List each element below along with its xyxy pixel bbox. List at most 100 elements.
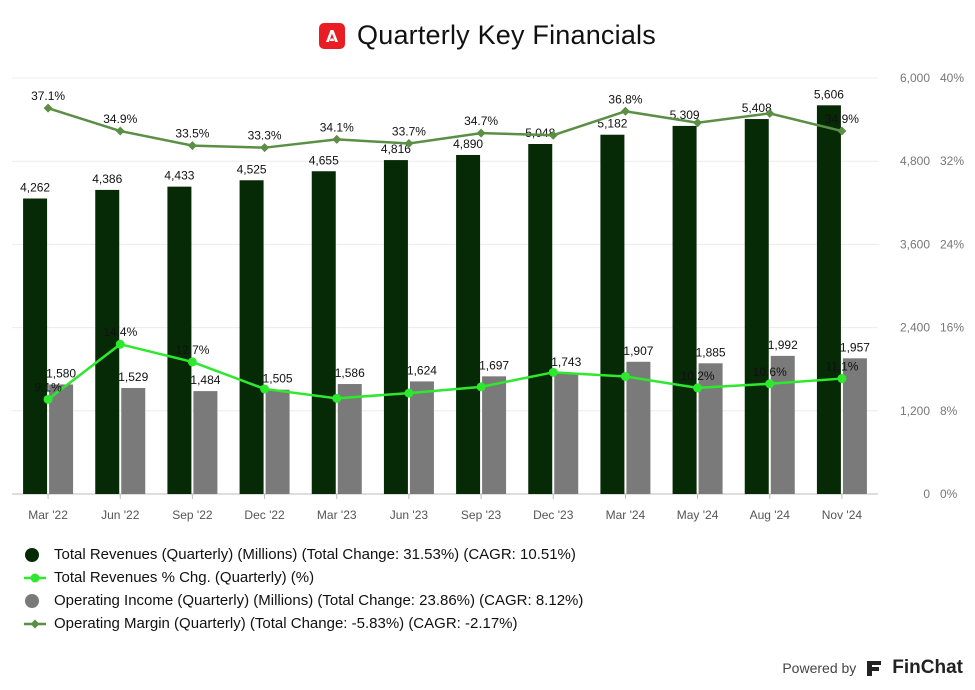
revenue-data-label: 4,890 bbox=[453, 137, 483, 151]
legend-item[interactable]: Operating Margin (Quarterly) (Total Chan… bbox=[24, 612, 583, 635]
revenue-data-label: 5,408 bbox=[742, 101, 772, 115]
revenue-growth-line bbox=[47, 342, 843, 401]
operating-margin-marker bbox=[837, 126, 847, 136]
revenue-data-label: 5,606 bbox=[814, 87, 844, 101]
operating-income-bar bbox=[554, 373, 579, 494]
legend-marker-icon bbox=[24, 593, 50, 609]
legend-marker-icon bbox=[24, 570, 50, 586]
operating-income-bar bbox=[626, 361, 651, 494]
operating-income-data-label: 1,957 bbox=[840, 340, 870, 354]
chart-header: Quarterly Key Financials bbox=[0, 20, 975, 51]
revenue-growth-marker bbox=[404, 388, 414, 398]
legend-item[interactable]: Operating Income (Quarterly) (Millions) … bbox=[24, 589, 583, 612]
operating-income-bar bbox=[49, 384, 74, 494]
x-axis-tick-label: Mar '23 bbox=[317, 508, 357, 522]
left-axis-tick-label: 1,200 bbox=[900, 404, 930, 418]
operating-margin-data-label: 34.9% bbox=[103, 112, 137, 126]
revenue-growth-data-label: 10.2% bbox=[681, 369, 715, 383]
revenue-growth-marker bbox=[43, 394, 53, 404]
revenue-growth-data-label: 9.1% bbox=[34, 380, 62, 394]
legend-label: Total Revenues % Chg. (Quarterly) (%) bbox=[54, 569, 315, 586]
revenue-growth-marker bbox=[476, 382, 486, 392]
right-axis-tick-label: 8% bbox=[940, 404, 958, 418]
left-axis-tick-label: 0 bbox=[923, 487, 930, 501]
operating-margin-data-label: 37.1% bbox=[31, 89, 65, 103]
operating-margin-marker bbox=[43, 103, 53, 113]
revenue-growth-data-label: 12.7% bbox=[175, 343, 209, 357]
chart-area: 6,000 4,800 3,600 2,400 1,200 0 40% 32% 24% 16% 8%… bbox=[12, 71, 964, 522]
operating-income-bar bbox=[265, 389, 290, 494]
right-axis-tick-label: 32% bbox=[940, 154, 964, 168]
operating-margin-data-label: 36.8% bbox=[608, 92, 642, 106]
legend-marker-icon bbox=[24, 616, 50, 632]
left-axis-tick-label: 6,000 bbox=[900, 71, 930, 85]
chart-legend: Total Revenues (Quarterly) (Millions) (T… bbox=[24, 543, 583, 635]
operating-income-bar bbox=[842, 358, 867, 494]
legend-item[interactable]: Total Revenues (Quarterly) (Millions) (T… bbox=[24, 543, 583, 566]
operating-income-bar bbox=[770, 355, 795, 494]
revenue-growth-data-label: 11.1% bbox=[825, 360, 858, 374]
legend-label: Operating Margin (Quarterly) (Total Chan… bbox=[54, 615, 518, 632]
x-axis-tick-label: Mar '22 bbox=[28, 508, 68, 522]
operating-margin-line bbox=[47, 106, 843, 149]
revenue-growth-marker bbox=[260, 384, 270, 394]
operating-income-data-label: 1,580 bbox=[46, 366, 76, 380]
revenue-growth-marker bbox=[693, 383, 703, 393]
operating-income-data-label: 1,505 bbox=[263, 372, 293, 386]
revenue-growth-marker bbox=[187, 357, 197, 367]
revenue-growth-marker bbox=[548, 367, 558, 377]
revenue-bar bbox=[600, 134, 625, 494]
revenue-bar bbox=[23, 198, 48, 494]
revenue-growth-data-label: 10.6% bbox=[753, 365, 787, 379]
x-axis-tick-label: Jun '23 bbox=[390, 508, 429, 522]
revenue-bar bbox=[167, 186, 192, 495]
brand-name: FinChat bbox=[892, 657, 963, 678]
right-axis-tick-label: 16% bbox=[940, 321, 964, 335]
operating-margin-data-label: 33.5% bbox=[175, 127, 209, 141]
left-axis-tick-label: 4,800 bbox=[900, 154, 930, 168]
left-axis-tick-label: 2,400 bbox=[900, 321, 930, 335]
operating-income-data-label: 1,697 bbox=[479, 358, 509, 372]
operating-income-bar bbox=[409, 381, 434, 494]
revenue-bar bbox=[816, 105, 841, 495]
revenue-bar bbox=[672, 125, 697, 494]
operating-margin-data-label: 34.9% bbox=[825, 112, 859, 126]
legend-label: Total Revenues (Quarterly) (Millions) (T… bbox=[54, 546, 576, 563]
x-axis-tick-label: Sep '22 bbox=[172, 508, 213, 522]
operating-margin-marker bbox=[693, 118, 703, 128]
operating-income-data-label: 1,885 bbox=[696, 345, 726, 359]
operating-income-data-label: 1,743 bbox=[551, 355, 581, 369]
x-axis-tick-label: Aug '24 bbox=[750, 508, 791, 522]
operating-margin-data-label: 33.3% bbox=[248, 129, 282, 143]
operating-margin-marker bbox=[404, 139, 414, 149]
revenue-data-label: 4,655 bbox=[309, 153, 339, 167]
operating-margin-marker bbox=[332, 134, 342, 144]
revenue-bar bbox=[311, 171, 336, 494]
operating-margin-marker bbox=[187, 141, 197, 151]
legend-label: Operating Income (Quarterly) (Millions) … bbox=[54, 592, 584, 609]
revenue-data-label: 4,386 bbox=[92, 172, 122, 186]
right-axis-tick-label: 24% bbox=[940, 237, 964, 251]
x-axis-tick-label: Mar '24 bbox=[606, 508, 646, 522]
legend-item[interactable]: Total Revenues % Chg. (Quarterly) (%) bbox=[24, 566, 583, 589]
operating-income-data-label: 1,907 bbox=[623, 344, 653, 358]
operating-margin-marker bbox=[765, 108, 775, 118]
chart-title: Quarterly Key Financials bbox=[357, 20, 656, 50]
operating-margin-marker bbox=[476, 128, 486, 138]
revenue-growth-data-label: 14.4% bbox=[103, 325, 137, 339]
left-axis-tick-label: 3,600 bbox=[900, 237, 930, 251]
operating-income-data-label: 1,586 bbox=[335, 366, 365, 380]
finchat-logo-icon bbox=[867, 661, 882, 676]
revenue-bar bbox=[744, 119, 769, 494]
operating-income-bar bbox=[337, 384, 362, 494]
revenue-growth-marker bbox=[765, 379, 775, 389]
x-axis-tick-label: Dec '23 bbox=[533, 508, 574, 522]
revenue-bar bbox=[95, 189, 120, 495]
operating-margin-data-label: 34.1% bbox=[320, 120, 354, 134]
operating-margin-data-label: 33.7% bbox=[392, 125, 426, 139]
adobe-logo-icon bbox=[319, 22, 346, 49]
x-axis-tick-label: Sep '23 bbox=[461, 508, 502, 522]
revenue-data-label: 5,182 bbox=[597, 117, 627, 131]
revenue-bar bbox=[528, 144, 553, 494]
operating-margin-marker bbox=[620, 106, 630, 116]
